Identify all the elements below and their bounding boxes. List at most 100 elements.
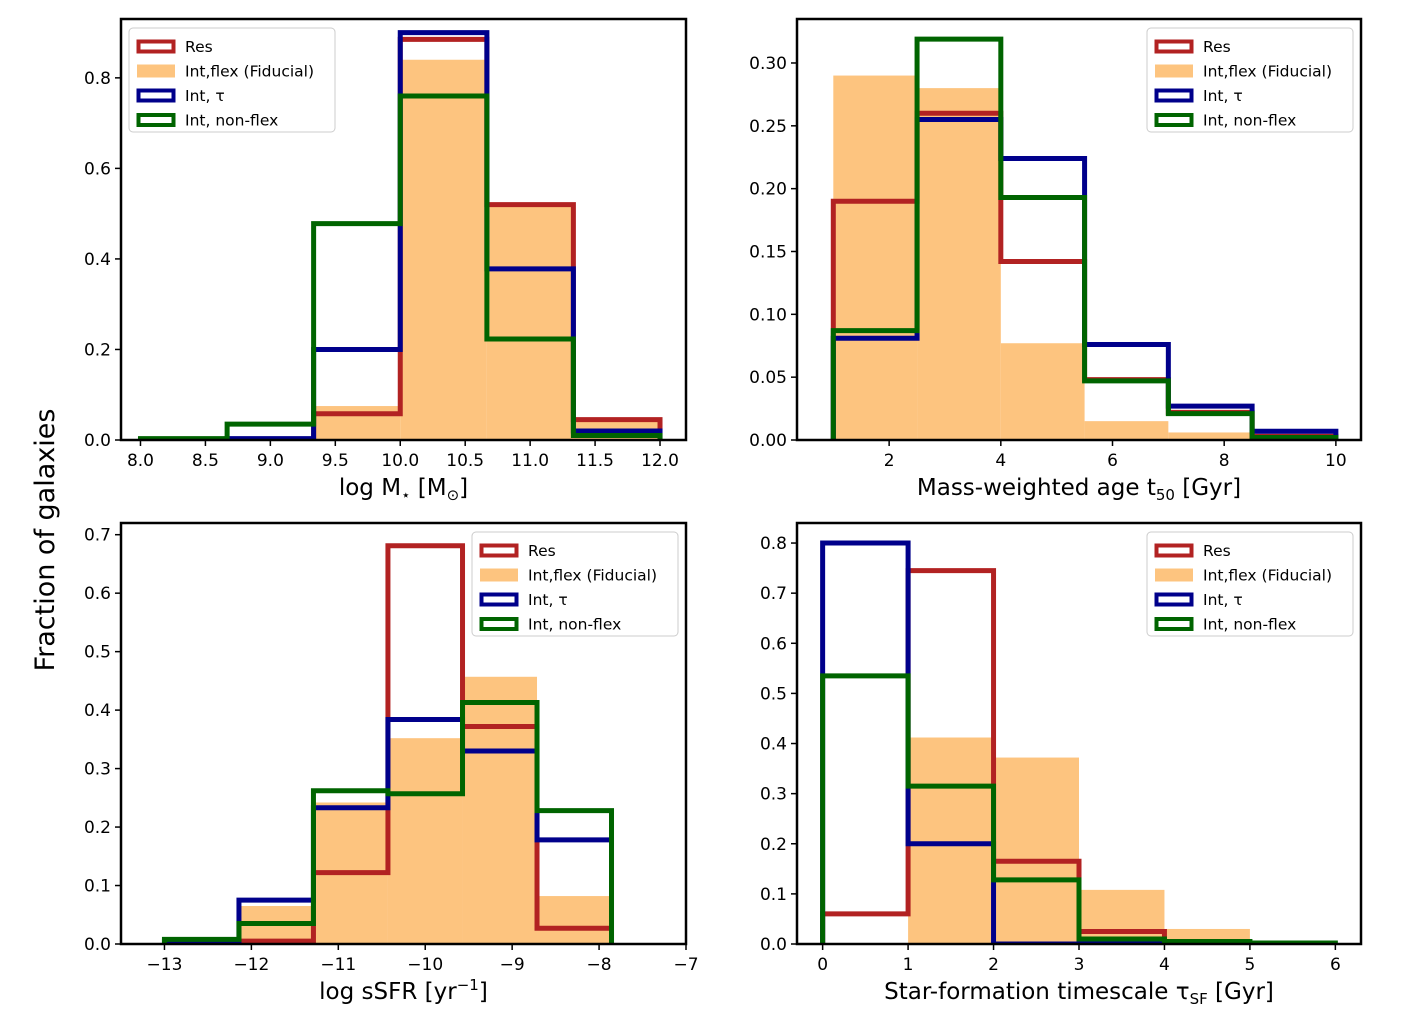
y-tick-label: 0.10 <box>749 305 787 325</box>
legend-label-int_flex: Int,flex (Fiducial) <box>185 63 314 81</box>
x-tick-label: 8.0 <box>127 451 154 471</box>
axes-frame <box>119 17 688 442</box>
x-tick-label: 6 <box>1330 955 1341 975</box>
legend-label-int_nonflex: Int, non-flex <box>528 616 621 634</box>
y-tick-label: 0.0 <box>84 431 111 451</box>
legend-label-int_flex: Int,flex (Fiducial) <box>1203 567 1332 585</box>
bar-int_flex <box>537 896 612 944</box>
legend-label-res: Res <box>185 38 213 56</box>
legend-swatch-int_nonflex <box>479 617 519 631</box>
y-tick-label: 0.4 <box>84 250 111 270</box>
bar-int_flex <box>313 406 401 440</box>
y-tick-label: 0.2 <box>760 835 787 855</box>
y-tick-label: 0.15 <box>749 242 787 262</box>
x-tick-label: 9.0 <box>257 451 284 471</box>
y-tick-label: 0.0 <box>84 935 111 955</box>
legend-swatch-int_tau <box>136 88 176 103</box>
legend-label-int_nonflex: Int, non-flex <box>185 112 278 130</box>
x-axis-label-sub: 50 <box>1156 486 1175 504</box>
y-tick-label: 0.7 <box>760 584 787 604</box>
plot-area <box>137 30 663 440</box>
legend-swatch-res <box>136 39 176 54</box>
x-tick-label: 8.5 <box>192 451 219 471</box>
bar-int_flex <box>908 737 994 944</box>
x-axis-label-rest: [Gyr] <box>1208 979 1274 1005</box>
bar-int_flex <box>400 59 487 440</box>
y-tick-label: 0.1 <box>760 885 787 905</box>
x-axis-label-sub: SF <box>1190 990 1208 1008</box>
figure-y-axis-label: Fraction of galaxies <box>30 409 61 672</box>
x-tick-label: 3 <box>1074 955 1085 975</box>
y-tick-label: 0.6 <box>84 159 111 179</box>
legend-swatch-int_nonflex <box>136 113 176 127</box>
x-axis-label-main: Mass-weighted age t <box>917 475 1156 501</box>
y-tick-label: 0.05 <box>749 368 787 388</box>
legend-label-int_flex: Int,flex (Fiducial) <box>528 567 657 585</box>
x-axis-label: Mass-weighted age t50 [Gyr] <box>917 475 1241 504</box>
y-tick-label: 0.0 <box>760 935 787 955</box>
x-axis-label-sub2: ⊙ <box>447 486 460 504</box>
bar-int_flex <box>387 738 463 944</box>
x-tick-label: 4 <box>1159 955 1170 975</box>
x-tick-label: 10.5 <box>446 451 484 471</box>
x-tick-label: −8 <box>587 955 612 975</box>
y-tick-label: 0.4 <box>84 701 111 721</box>
x-axis-label: log sSFR [yr−1] <box>319 976 488 1005</box>
y-tick-label: 0.6 <box>760 634 787 654</box>
x-tick-label: 9.5 <box>322 451 349 471</box>
x-tick-label: 10 <box>1325 451 1347 471</box>
x-tick-label: 0 <box>817 955 828 975</box>
axes-frame <box>795 17 1363 442</box>
legend-swatch-int_tau <box>1154 592 1194 607</box>
legend-label-int_tau: Int, τ <box>528 591 568 609</box>
legend-frame <box>471 531 679 637</box>
y-tick-label: 0.5 <box>84 643 111 663</box>
y-tick-label: 0.3 <box>760 785 787 805</box>
x-tick-label: 10.0 <box>381 451 419 471</box>
bar-int_flex <box>993 757 1079 944</box>
y-tick-label: 0.7 <box>84 526 111 546</box>
legend-swatch-res <box>1154 543 1194 558</box>
x-tick-label: −11 <box>320 955 356 975</box>
legend-swatch-int_flex <box>480 568 518 582</box>
legend-label-res: Res <box>1203 542 1231 560</box>
x-axis-label: log M⋆ [M⊙] <box>339 475 468 504</box>
x-tick-label: −13 <box>147 955 183 975</box>
y-tick-label: 0.2 <box>84 818 111 838</box>
y-tick-label: 0.6 <box>84 584 111 604</box>
y-tick-label: 0.5 <box>760 684 787 704</box>
legend-label-int_nonflex: Int, non-flex <box>1203 616 1296 634</box>
x-tick-label: −10 <box>407 955 443 975</box>
bar-int_flex <box>917 88 1001 440</box>
y-tick-label: 0.20 <box>749 180 787 200</box>
series-line-res <box>820 568 1336 944</box>
x-tick-label: 5 <box>1244 955 1255 975</box>
series-line-int_nonflex <box>830 36 1339 440</box>
x-tick-label: 2 <box>988 955 999 975</box>
panel-stellar-mass: 8.0 8.5 9.0 9.5 10.0 10.5 11.0 11.5 12.0 0.0 0.2 0.… <box>84 17 688 504</box>
legend-swatch-int_flex <box>1155 64 1193 78</box>
bar-int_flex <box>462 676 538 944</box>
legend: Res Int,flex (Fiducial) Int, τ Int, non-fle… <box>1146 531 1354 637</box>
x-tick-label: 4 <box>995 451 1006 471</box>
legend: Res Int,flex (Fiducial) Int, τ Int, non-fle… <box>471 531 679 637</box>
x-axis-label-sub: ⋆ <box>401 486 410 504</box>
series-line-res <box>140 36 663 440</box>
x-tick-label: 8 <box>1219 451 1230 471</box>
legend-frame <box>1146 27 1354 133</box>
x-axis-label-rest: [M <box>410 475 446 501</box>
y-tick-label: 0.3 <box>84 760 111 780</box>
legend-swatch-int_nonflex <box>1154 113 1194 127</box>
series-line-int_nonflex <box>161 700 615 944</box>
y-tick-label: 0.8 <box>760 534 787 554</box>
x-axis-label-rest: ] <box>479 979 488 1005</box>
bar-int_flex <box>833 75 918 440</box>
y-tick-label: 0.1 <box>84 877 111 897</box>
legend-frame <box>128 27 336 133</box>
y-tick-label: 0.4 <box>760 735 787 755</box>
legend: Res Int,flex (Fiducial) Int, τ Int, non-fle… <box>1146 27 1354 133</box>
x-axis-label-rest: [Gyr] <box>1175 475 1241 501</box>
x-axis-label-sup: −1 <box>457 976 479 994</box>
legend-swatch-int_tau <box>1154 88 1194 103</box>
